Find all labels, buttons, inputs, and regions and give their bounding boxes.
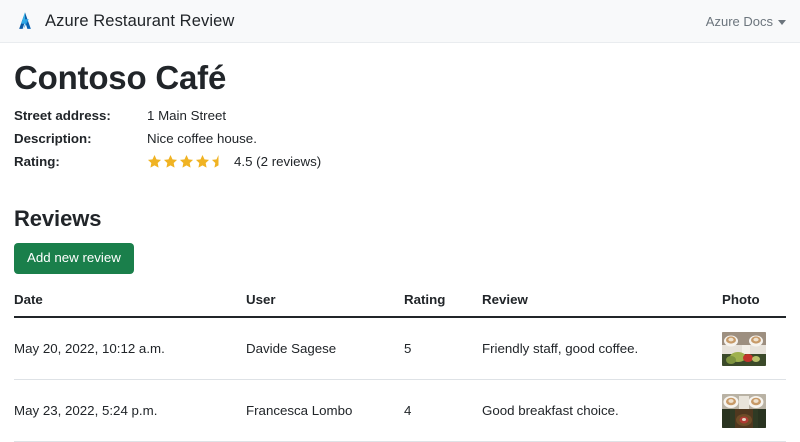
table-header-row: Date User Rating Review Photo: [14, 291, 786, 318]
rating-text: 4.5 (2 reviews): [234, 153, 322, 169]
star-icon: [147, 154, 162, 168]
azure-logo-icon: [19, 12, 31, 29]
reviews-table-head: Date User Rating Review Photo: [14, 291, 786, 318]
detail-row-description: Description: Nice coffee house.: [14, 130, 786, 146]
azure-docs-label: Azure Docs: [705, 13, 773, 29]
cell-photo: [722, 379, 786, 442]
cell-user: Davide Sagese: [246, 316, 404, 380]
star-half-icon: [211, 154, 219, 168]
add-new-review-button[interactable]: Add new review: [14, 242, 134, 274]
table-row: May 23, 2022, 5:24 p.m. Francesca Lombo …: [14, 379, 786, 442]
cell-user: Francesca Lombo: [246, 379, 404, 442]
table-row: May 20, 2022, 10:12 a.m. Davide Sagese 5…: [14, 316, 786, 380]
column-header-rating: Rating: [404, 291, 482, 318]
star-icon: [163, 154, 178, 168]
detail-label-street-address: Street address:: [14, 108, 111, 124]
page-content: Contoso Café Street address: 1 Main Stre…: [0, 59, 800, 442]
cell-rating: 4: [404, 379, 482, 442]
column-header-review: Review: [482, 291, 722, 318]
reviews-heading: Reviews: [14, 205, 102, 231]
brand-title: Azure Restaurant Review: [45, 11, 235, 30]
cell-photo: [722, 316, 786, 380]
cell-review: Friendly staff, good coffee.: [482, 316, 722, 380]
detail-label-rating: Rating:: [14, 153, 60, 169]
cell-date: May 20, 2022, 10:12 a.m.: [14, 316, 246, 380]
star-icon: [195, 154, 210, 168]
cell-review: Good breakfast choice.: [482, 379, 722, 442]
detail-value-description: Nice coffee house.: [147, 130, 257, 146]
reviews-table: Date User Rating Review Photo May 20, 20…: [14, 291, 786, 442]
detail-label-description: Description:: [14, 130, 92, 146]
restaurant-details: Street address: 1 Main Street Descriptio…: [14, 109, 786, 169]
page-title: Contoso Café: [14, 59, 227, 96]
chevron-down-icon: [778, 19, 786, 25]
top-navbar: Azure Restaurant Review Azure Docs: [0, 0, 800, 43]
review-photo-thumbnail[interactable]: [722, 393, 766, 428]
rating-stars: [147, 154, 226, 169]
star-icon: [179, 154, 194, 168]
detail-value-street-address: 1 Main Street: [147, 108, 227, 124]
navbar-right: Azure Docs: [706, 14, 786, 29]
column-header-user: User: [246, 291, 404, 318]
detail-row-street-address: Street address: 1 Main Street: [14, 108, 786, 124]
azure-docs-dropdown[interactable]: Azure Docs: [706, 14, 786, 29]
column-header-date: Date: [14, 291, 246, 318]
reviews-table-body: May 20, 2022, 10:12 a.m. Davide Sagese 5…: [14, 316, 786, 442]
review-photo-thumbnail[interactable]: [722, 331, 766, 366]
brand-link[interactable]: Azure Restaurant Review: [14, 10, 234, 32]
cell-date: May 23, 2022, 5:24 p.m.: [14, 379, 246, 442]
cell-rating: 5: [404, 316, 482, 380]
detail-row-rating: Rating: 4.5 (2 reviews): [14, 154, 786, 169]
column-header-photo: Photo: [722, 291, 786, 318]
